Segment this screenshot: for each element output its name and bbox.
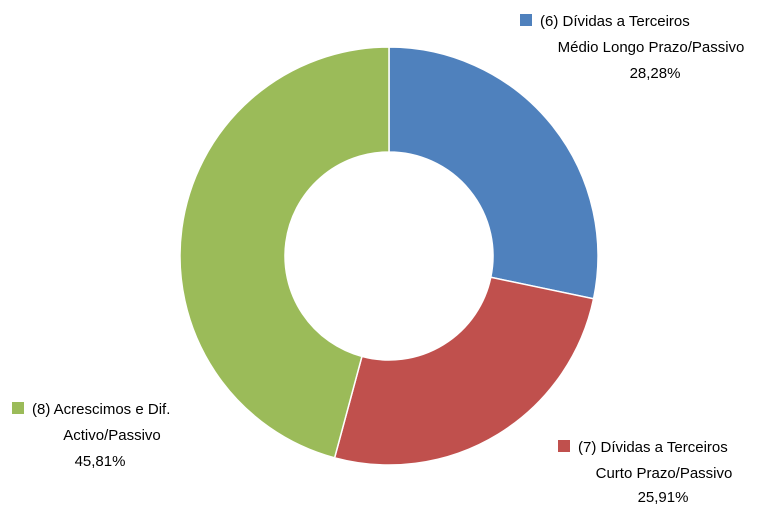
slice-label: Médio Longo Prazo/Passivo — [558, 39, 745, 56]
slice-label: Curto Prazo/Passivo — [596, 465, 733, 482]
value-label: 28,28% — [630, 65, 681, 82]
value-label: 45,81% — [75, 453, 126, 470]
donut-slice — [388, 46, 599, 300]
slice-label: (8) Acrescimos e Dif. — [32, 401, 170, 418]
legend-marker — [12, 402, 24, 414]
value-label: 25,91% — [638, 489, 689, 506]
legend-marker — [558, 440, 570, 452]
donut-slice — [179, 46, 390, 459]
donut-slice — [333, 276, 595, 466]
slice-label: (6) Dívidas a Terceiros — [540, 13, 690, 30]
slice-label: (7) Dívidas a Terceiros — [578, 439, 728, 456]
slice-label: Activo/Passivo — [63, 427, 161, 444]
legend-marker — [520, 14, 532, 26]
